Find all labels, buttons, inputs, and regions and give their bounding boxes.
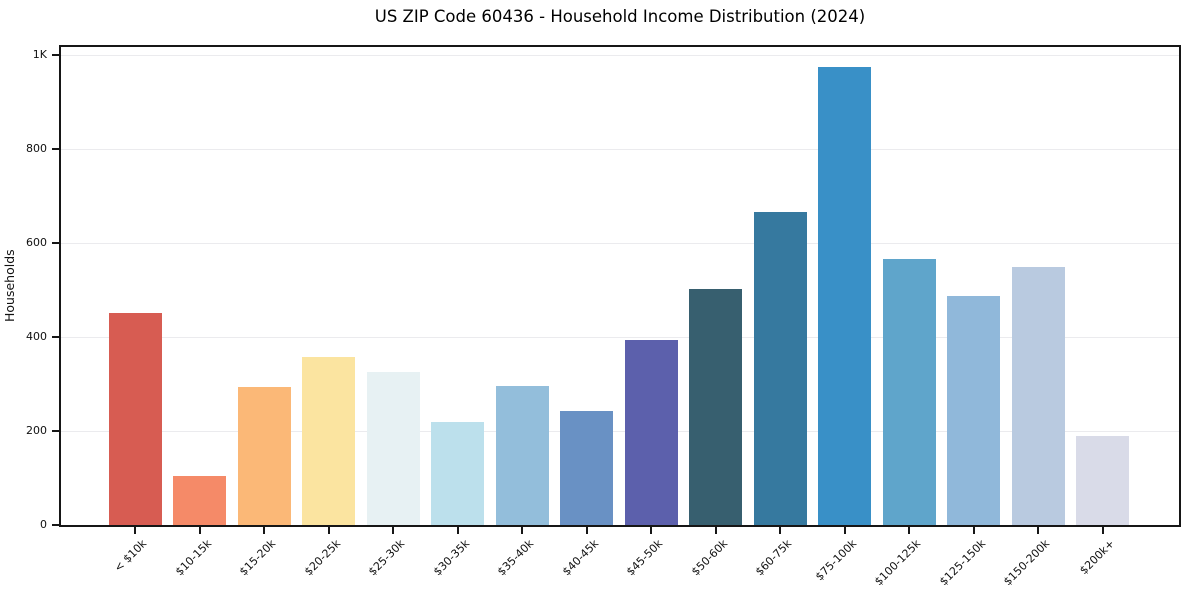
y-tick-mark bbox=[52, 336, 59, 338]
x-tick-label: $60-75k bbox=[752, 537, 795, 579]
x-tick-mark bbox=[1037, 527, 1039, 534]
bar-10 bbox=[689, 289, 742, 525]
x-tick-label: $45-50k bbox=[623, 537, 666, 579]
gridline-600 bbox=[61, 243, 1179, 244]
x-tick-label: $15-20k bbox=[236, 537, 279, 579]
bar-6 bbox=[431, 422, 484, 525]
x-tick-mark bbox=[972, 527, 975, 534]
bar-5 bbox=[366, 372, 420, 525]
bar-2 bbox=[173, 475, 226, 525]
y-tick-label: 0 bbox=[40, 518, 47, 531]
bar-11 bbox=[753, 211, 807, 525]
y-tick-mark bbox=[52, 148, 59, 150]
x-tick-mark bbox=[521, 527, 523, 534]
y-tick-label: 800 bbox=[26, 142, 47, 155]
x-tick-mark bbox=[456, 527, 459, 534]
x-tick-label: $30-35k bbox=[430, 537, 472, 579]
y-tick-mark bbox=[52, 430, 59, 432]
x-tick-label: $200k+ bbox=[1076, 537, 1117, 578]
y-tick-label: 200 bbox=[26, 424, 47, 437]
bar-3 bbox=[237, 386, 291, 525]
gridline-400 bbox=[61, 337, 1179, 338]
x-tick-mark bbox=[779, 527, 781, 534]
y-tick-mark bbox=[52, 242, 59, 244]
bar-1 bbox=[108, 312, 162, 525]
bar-15 bbox=[1011, 267, 1065, 525]
x-tick-label: $150-200k bbox=[1001, 537, 1053, 589]
x-tick-label: $40-45k bbox=[559, 537, 601, 579]
chart-title: US ZIP Code 60436 - Household Income Dis… bbox=[374, 7, 866, 26]
x-tick-label: $100-125k bbox=[872, 537, 924, 589]
bar-12 bbox=[818, 66, 871, 525]
x-tick-mark bbox=[585, 527, 588, 534]
x-tick-mark bbox=[134, 527, 136, 534]
x-tick-mark bbox=[327, 527, 330, 534]
x-tick-mark bbox=[908, 527, 910, 534]
x-tick-mark bbox=[198, 527, 201, 534]
x-tick-label: $50-60k bbox=[688, 537, 730, 579]
x-tick-mark bbox=[1101, 527, 1104, 534]
bar-16 bbox=[1076, 436, 1129, 525]
bar-9 bbox=[624, 339, 678, 525]
x-tick-label: $125-150k bbox=[936, 537, 988, 589]
x-tick-label: $10-15k bbox=[172, 537, 214, 579]
x-tick-label: $25-30k bbox=[365, 537, 408, 579]
y-tick-label: 400 bbox=[26, 330, 47, 343]
x-tick-label: $75-100k bbox=[812, 537, 859, 584]
x-tick-mark bbox=[650, 527, 652, 534]
gridline-800 bbox=[61, 149, 1179, 150]
x-tick-label: $20-25k bbox=[301, 537, 343, 579]
x-tick-label: < $10k bbox=[111, 537, 150, 575]
gridline-1000 bbox=[61, 55, 1179, 56]
bar-4 bbox=[302, 356, 355, 525]
bar-13 bbox=[882, 258, 936, 525]
plot-area bbox=[59, 45, 1181, 527]
x-tick-mark bbox=[263, 527, 265, 534]
y-tick-mark bbox=[52, 524, 59, 526]
x-tick-label: $35-40k bbox=[494, 537, 537, 579]
bar-8 bbox=[560, 411, 613, 525]
y-tick-label: 600 bbox=[26, 236, 47, 249]
gridline-200 bbox=[61, 431, 1179, 432]
y-tick-label: 1K bbox=[32, 48, 47, 61]
x-tick-mark bbox=[843, 527, 846, 534]
y-tick-mark bbox=[52, 54, 59, 56]
x-tick-mark bbox=[392, 527, 394, 534]
bar-14 bbox=[947, 296, 1000, 525]
x-tick-mark bbox=[714, 527, 717, 534]
bar-7 bbox=[495, 386, 549, 525]
